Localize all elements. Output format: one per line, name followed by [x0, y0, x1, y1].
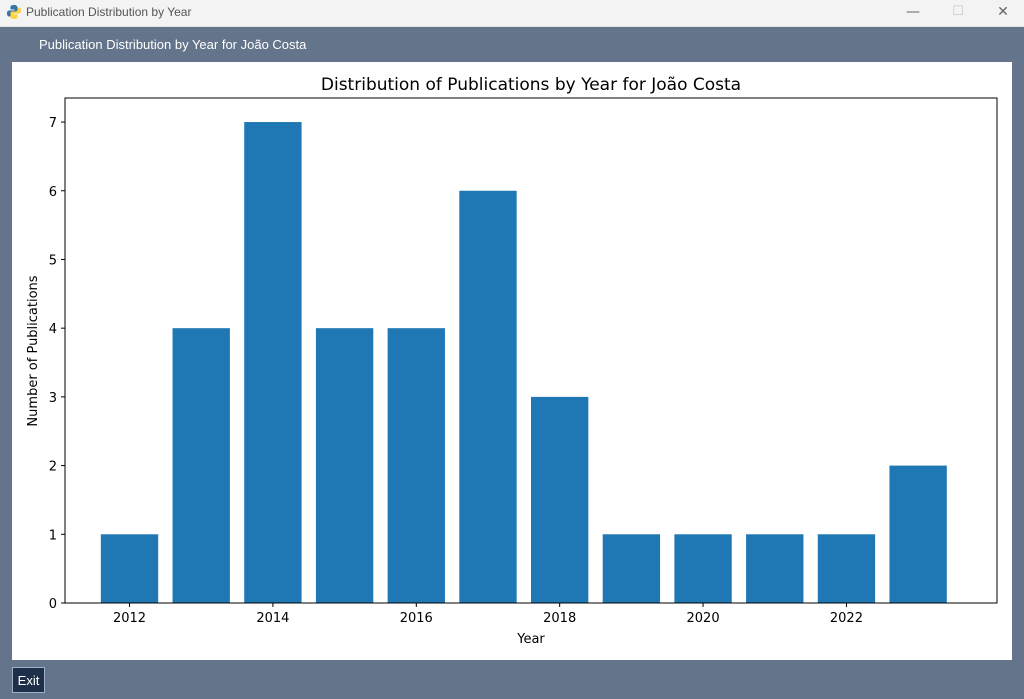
bar-2021	[746, 534, 804, 603]
x-tick-label: 2022	[830, 611, 863, 626]
x-tick-label: 2020	[687, 611, 720, 626]
maximize-button[interactable]: ☐	[952, 4, 964, 19]
y-tick-label: 2	[49, 460, 57, 475]
x-axis-label: Year	[516, 632, 545, 647]
y-tick-label: 4	[49, 322, 57, 337]
chart-panel: Distribution of Publications by Year for…	[12, 62, 1012, 660]
bar-2022	[817, 534, 876, 603]
y-tick-label: 0	[49, 597, 57, 612]
plot-frame	[64, 97, 998, 604]
bar-2017	[459, 190, 517, 603]
y-tick-label: 5	[49, 253, 57, 268]
y-tick-label: 3	[49, 391, 57, 406]
x-tick-label: 2018	[543, 611, 576, 626]
y-tick-label: 6	[49, 185, 57, 200]
bar-2018	[531, 396, 589, 603]
bar-2014	[244, 122, 302, 604]
header-label: Publication Distribution by Year for Joã…	[39, 37, 307, 52]
bar-2015	[315, 328, 374, 603]
bar-chart: Distribution of Publications by Year for…	[26, 75, 998, 647]
y-tick-label: 1	[49, 528, 57, 543]
close-button[interactable]: ✕	[997, 4, 1009, 20]
exit-button[interactable]: Exit	[12, 667, 45, 693]
bar-2020	[674, 534, 732, 603]
bar-2023	[889, 465, 947, 603]
bar-2019	[602, 534, 661, 603]
minimize-button[interactable]: —	[906, 4, 920, 20]
bar-2013	[172, 328, 230, 603]
y-axis-label: Number of Publications	[26, 275, 41, 426]
x-tick-label: 2014	[256, 611, 289, 626]
chart-title: Distribution of Publications by Year for…	[321, 75, 741, 95]
window-titlebar: Publication Distribution by Year — ☐ ✕	[0, 0, 1024, 27]
y-tick-label: 7	[49, 116, 57, 131]
bar-2012	[100, 534, 159, 603]
x-tick-label: 2012	[113, 611, 146, 626]
x-tick-label: 2016	[400, 611, 433, 626]
bar-2016	[387, 328, 445, 603]
window-title: Publication Distribution by Year	[26, 5, 192, 19]
python-app-icon	[7, 5, 21, 19]
